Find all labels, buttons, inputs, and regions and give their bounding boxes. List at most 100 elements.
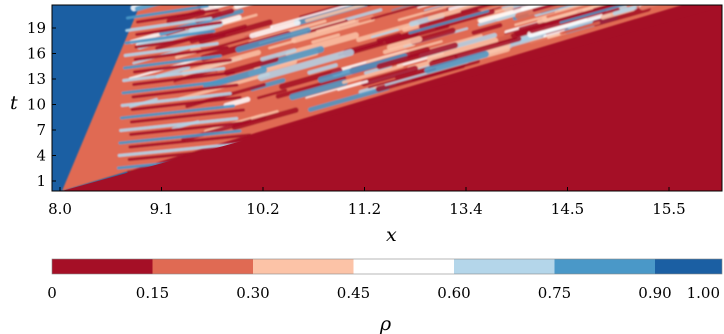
heatmap-wedge-finger <box>135 8 219 24</box>
heatmap-wedge-finger <box>133 46 229 61</box>
heatmap-wedge-streak <box>592 5 651 27</box>
x-tick-label: 11.2 <box>348 200 381 218</box>
colorbar-tick-label: 0.45 <box>337 284 370 302</box>
heatmap-wedge-streak <box>235 27 311 53</box>
heatmap-wedge-streak <box>559 21 601 35</box>
heatmap-wedge-streak <box>223 96 251 108</box>
y-tick-label: 7 <box>36 121 46 139</box>
heatmap-wedge-streak <box>285 32 359 58</box>
heatmap-wedge-finger <box>124 29 216 45</box>
heatmap-wedge-streak <box>593 5 616 11</box>
heatmap-wedge-streak <box>370 28 399 39</box>
heatmap-plot-area <box>52 5 722 191</box>
heatmap-wedge-streak <box>231 107 299 131</box>
heatmap-wedge-streak <box>264 89 339 113</box>
heatmap-wedge-finger <box>132 71 236 86</box>
heatmap-wedge-finger <box>132 58 232 74</box>
heatmap-wedge-finger <box>128 133 252 149</box>
heatmap-wedge-streak <box>275 75 347 99</box>
heatmap-wedge-streak <box>279 67 343 90</box>
y-tick-label: 1 <box>36 172 46 190</box>
heatmap-downstream-region-lower <box>62 7 722 191</box>
heatmap-wedge-streak <box>307 19 349 34</box>
colorbar-tick-label: 0.30 <box>236 284 269 302</box>
colorbar-tick-label: 0.75 <box>538 284 571 302</box>
heatmap-wedge-finger <box>129 121 249 136</box>
x-tick-label: 10.2 <box>246 200 279 218</box>
heatmap-wedge-streak <box>532 5 559 12</box>
heatmap-wedge-streak <box>200 5 230 13</box>
heatmap-wedge-finger <box>125 17 213 32</box>
heatmap-wedge-streak <box>307 85 390 112</box>
heatmap-wedge-streak <box>536 9 578 24</box>
heatmap-wedge-streak <box>448 5 471 11</box>
x-axis-label: x <box>386 224 397 246</box>
heatmap-wedge-finger <box>130 96 242 111</box>
colorbar-segment <box>353 259 454 274</box>
heatmap-wedge-finger <box>117 142 245 157</box>
heatmap-wedge-finger <box>134 33 226 49</box>
heatmap-wedge-streak <box>460 5 494 14</box>
heatmap-wedge-streak <box>384 6 447 28</box>
x-tick-label: 13.4 <box>449 200 482 218</box>
colorbar-tick-label: 0 <box>47 284 57 302</box>
heatmap-wedge-finger <box>123 42 219 57</box>
heatmap-wedge-finger <box>118 129 242 145</box>
heatmap-wedge-streak <box>346 5 399 19</box>
heatmap-wedge-streak <box>546 5 596 19</box>
heatmap-wedge-streak <box>431 36 518 63</box>
y-tick-label: 10 <box>27 96 46 114</box>
heatmap-wedge-finger <box>119 117 239 132</box>
heatmap-wedge-streak <box>249 20 301 39</box>
heatmap-wedge-streak <box>360 65 419 87</box>
heatmap-mixing-wedge <box>62 5 682 191</box>
heatmap-wedge-streak <box>397 5 457 22</box>
heatmap-wedge-streak <box>386 36 423 51</box>
heatmap-wedge-streak <box>307 63 338 75</box>
heatmap-wedge-streak <box>608 5 641 14</box>
heatmap-wedge-streak <box>260 48 297 62</box>
heatmap-wedge-finger <box>122 54 222 70</box>
heatmap-wedge-streak <box>408 9 490 35</box>
colorbar-label: ρ <box>379 313 392 334</box>
heatmap-wedge-finger <box>131 83 239 99</box>
colorbar-tick-label: 0.90 <box>638 284 671 302</box>
heatmap-wedge-finger <box>135 21 223 36</box>
heatmap-wedge-streak <box>311 33 341 44</box>
x-axis-ticks: 8.0 9.1 10.2 11.2 13.4 14.5 15.5 <box>48 187 686 218</box>
heatmap-wedge-streak <box>268 39 296 50</box>
colorbar-tick-label: 0.15 <box>136 284 169 302</box>
heatmap-wedge-streak <box>612 5 637 16</box>
heatmap-wedge-finger <box>120 92 232 107</box>
heatmap-wedge-streak <box>223 56 279 76</box>
heatmap-wedge-streak <box>315 19 356 33</box>
heatmap-wedge-streak <box>520 5 547 12</box>
y-axis-ticks: 1 4 7 10 13 16 19 <box>27 19 56 190</box>
heatmap-wedge-streak <box>527 11 603 38</box>
y-tick-label: 4 <box>36 147 46 165</box>
x-tick-label: 14.5 <box>551 200 584 218</box>
y-tick-label: 16 <box>27 45 46 63</box>
y-axis-label: t <box>10 92 18 114</box>
heatmap-wedge-streak <box>427 5 486 21</box>
x-tick-label: 9.1 <box>150 200 174 218</box>
heatmap-wedge-streak <box>426 37 499 63</box>
heatmap-wedge-streak <box>257 49 354 81</box>
heatmap-wedge-finger <box>122 67 226 82</box>
heatmap-wedge-streak <box>181 49 261 76</box>
heatmap-wedge-streak <box>256 88 288 100</box>
colorbar-tick-label: 0.60 <box>437 284 470 302</box>
heatmap-wedge-streak <box>250 110 279 120</box>
colorbar-tick-label: 1.00 <box>687 284 720 302</box>
colorbar-segment <box>253 259 354 274</box>
colorbar-segment <box>52 259 153 274</box>
y-tick-label: 19 <box>27 19 46 37</box>
heatmap-downstream-corner <box>682 5 722 8</box>
colorbar-segment <box>655 259 722 274</box>
heatmap-wedge-streak <box>289 79 348 101</box>
x-tick-label: 15.5 <box>652 200 685 218</box>
heatmap-wedge-streak <box>471 23 503 35</box>
heatmap-wedge-streak <box>511 37 548 50</box>
colorbar-segment <box>554 259 655 274</box>
